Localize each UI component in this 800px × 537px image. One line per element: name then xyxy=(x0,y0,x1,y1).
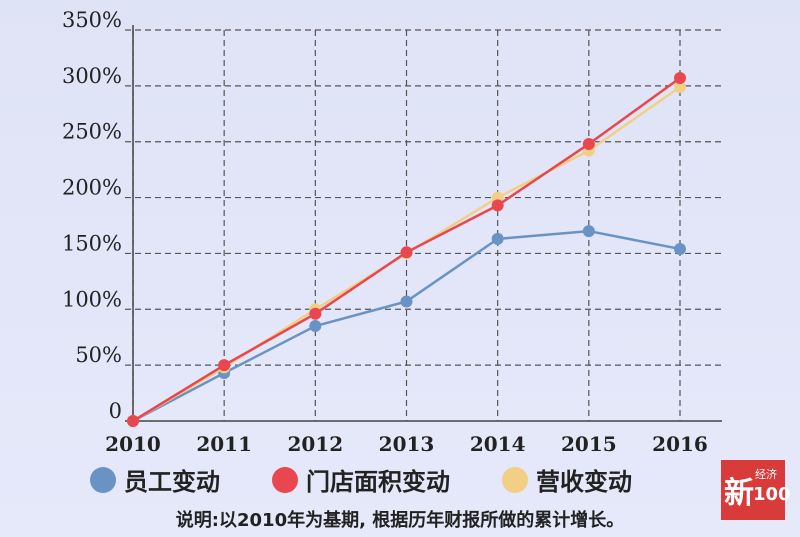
legend-item-staff: 员工变动 xyxy=(90,462,220,497)
series-group xyxy=(127,72,686,427)
axes xyxy=(125,25,722,422)
x-tick-label: 2014 xyxy=(470,432,526,456)
x-tick-label: 2013 xyxy=(379,432,435,456)
y-tick-labels: 0 50% 100% 150% 200% 250% 300% 350% xyxy=(62,8,122,423)
y-tick-label: 350% xyxy=(62,8,122,32)
data-point xyxy=(674,242,686,255)
legend-marker-store-area xyxy=(272,466,298,493)
brand-logo: 新 经济 100 xyxy=(721,460,791,520)
data-point xyxy=(491,232,504,245)
data-point xyxy=(582,137,595,150)
y-tick-label: 50% xyxy=(75,343,122,367)
legend: 员工变动 门店面积变动 营收变动 xyxy=(90,462,684,497)
y-tick-label: 300% xyxy=(62,64,122,88)
data-point xyxy=(674,72,686,85)
y-tick-label: 0 xyxy=(109,399,122,423)
logo-small-text: 经济 xyxy=(755,468,777,481)
legend-label-revenue: 营收变动 xyxy=(536,468,632,496)
y-tick-label: 200% xyxy=(62,176,122,200)
data-point xyxy=(400,246,413,259)
footnote: 说明:以2010年为基期, 根据历年财报所做的累计增长。 xyxy=(175,510,625,531)
legend-item-store-area: 门店面积变动 xyxy=(272,462,450,497)
legend-label-staff: 员工变动 xyxy=(124,468,220,496)
data-point xyxy=(491,199,504,212)
x-tick-label: 2016 xyxy=(652,432,708,456)
data-point xyxy=(309,307,322,320)
y-tick-label: 100% xyxy=(62,287,122,311)
data-point xyxy=(218,359,231,372)
data-point xyxy=(582,225,595,238)
line-chart: 050%100%150%200%250%300%350% 2010 2011 201… xyxy=(62,8,722,456)
x-tick-label: 2012 xyxy=(287,432,343,456)
x-tick-label: 2015 xyxy=(561,432,617,456)
x-tick-label: 2010 xyxy=(105,432,161,456)
grid-lines xyxy=(125,29,722,421)
data-point xyxy=(309,320,322,333)
data-point xyxy=(674,80,686,93)
data-point xyxy=(127,415,139,427)
y-tick-label: 150% xyxy=(62,231,122,255)
logo-number: 100 xyxy=(753,484,791,505)
logo-main-char: 新 xyxy=(724,476,754,511)
x-tick-label: 2011 xyxy=(196,432,252,456)
legend-marker-revenue xyxy=(502,466,528,493)
legend-item-revenue: 营收变动 xyxy=(502,462,632,497)
legend-marker-staff xyxy=(90,466,116,493)
data-point xyxy=(400,295,413,308)
legend-label-store-area: 门店面积变动 xyxy=(306,468,450,496)
y-tick-label: 250% xyxy=(62,120,122,144)
x-tick-labels: 2010 2011 2012 2013 2014 2015 2016 xyxy=(105,432,708,456)
